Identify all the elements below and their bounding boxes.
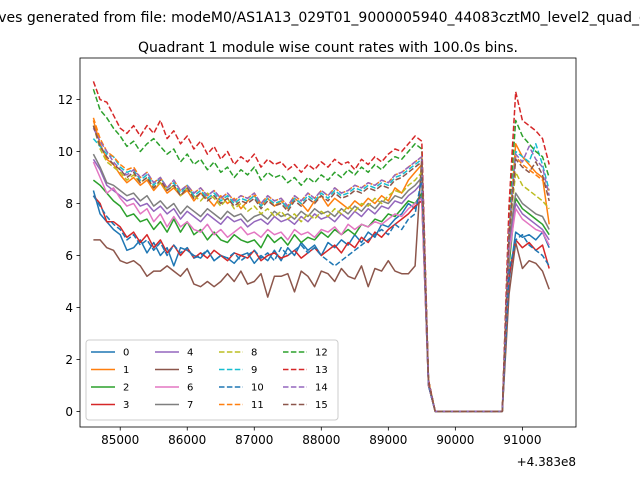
x-tick-label: 91000 xyxy=(503,433,541,447)
axes-frame xyxy=(79,57,577,428)
series-line-12 xyxy=(92,88,550,413)
legend-label-5: 5 xyxy=(187,365,193,376)
legend-box xyxy=(85,339,339,421)
figure-suptitle: Light curves generated from file: modeM0… xyxy=(0,10,640,26)
y-tick-label: 2 xyxy=(65,353,73,367)
series-layer xyxy=(92,81,550,413)
x-tick-label: 85000 xyxy=(101,433,139,447)
legend-label-0: 0 xyxy=(123,348,129,359)
series-line-14 xyxy=(92,127,550,413)
y-tick-label: 12 xyxy=(58,93,73,107)
legend-label-9: 9 xyxy=(251,365,257,376)
legend-label-10: 10 xyxy=(251,383,264,394)
legend-label-6: 6 xyxy=(187,383,193,394)
series-line-15 xyxy=(92,125,550,413)
legend-label-8: 8 xyxy=(251,348,257,359)
legend-label-12: 12 xyxy=(315,348,328,359)
x-tick-label: 90000 xyxy=(436,433,474,447)
series-line-10 xyxy=(92,176,550,413)
chart-title: Quadrant 1 module wise count rates with … xyxy=(138,40,518,56)
x-tick-label: 89000 xyxy=(369,433,407,447)
y-tick-label: 10 xyxy=(58,145,73,159)
x-axis: 85000 86000 87000 88000 89000 90000 91000 xyxy=(101,427,541,447)
x-tick-label: 86000 xyxy=(168,433,206,447)
legend-label-3: 3 xyxy=(123,400,129,411)
legend-label-13: 13 xyxy=(315,365,328,376)
y-tick-label: 8 xyxy=(65,197,73,211)
y-tick-label: 4 xyxy=(65,301,73,315)
y-tick-label: 6 xyxy=(65,249,73,263)
legend-label-4: 4 xyxy=(187,348,193,359)
y-tick-label: 0 xyxy=(65,405,73,419)
legend-label-1: 1 xyxy=(123,365,129,376)
legend-label-2: 2 xyxy=(123,383,129,394)
legend-label-14: 14 xyxy=(315,383,328,394)
series-line-13 xyxy=(92,81,550,413)
y-axis: 0 2 4 6 8 10 12 xyxy=(58,93,80,419)
x-tick-label: 88000 xyxy=(302,433,340,447)
x-tick-label: 87000 xyxy=(235,433,273,447)
legend-label-7: 7 xyxy=(187,400,193,411)
x-axis-offset-label: +4.383e8 xyxy=(517,455,576,469)
legend-label-11: 11 xyxy=(251,400,264,411)
legend-label-15: 15 xyxy=(315,400,328,411)
